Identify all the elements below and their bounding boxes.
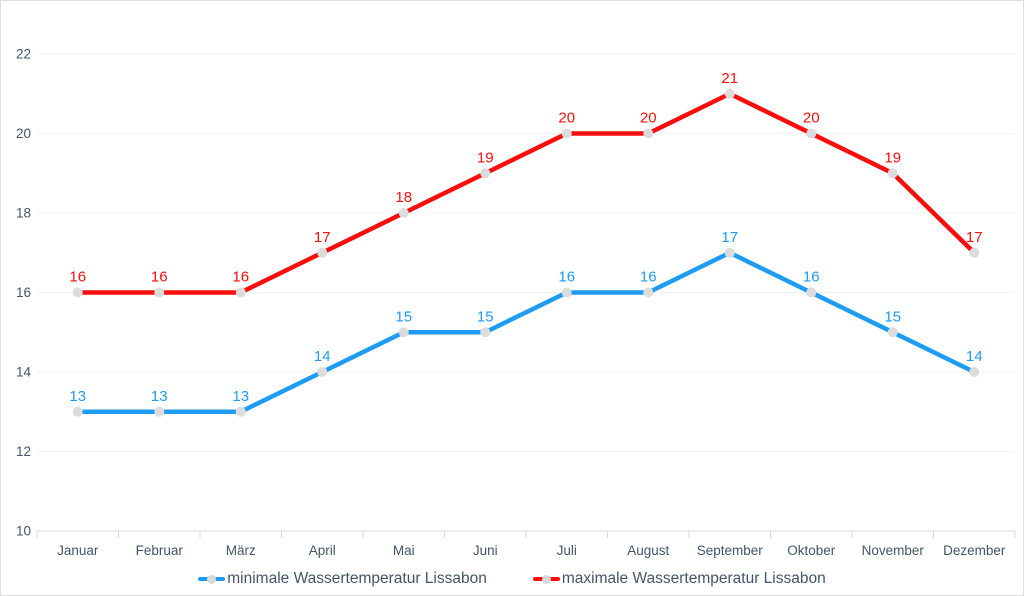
- x-tick-label: Mai: [393, 543, 415, 558]
- x-tick-label: Juni: [473, 543, 498, 558]
- legend-dot-min: [207, 574, 217, 584]
- data-point-marker: [724, 247, 735, 258]
- x-tick-label: August: [627, 543, 669, 558]
- data-point-label: 14: [314, 348, 331, 365]
- data-point-label: 17: [721, 229, 738, 246]
- data-point-marker: [806, 128, 817, 139]
- data-point-label: 19: [477, 149, 494, 166]
- data-point-label: 20: [558, 110, 575, 127]
- x-tick-label: April: [309, 543, 336, 558]
- data-point-label: 20: [803, 110, 820, 127]
- data-point-marker: [887, 327, 898, 338]
- data-point-label: 16: [640, 269, 657, 286]
- y-tick-label: 12: [16, 444, 31, 459]
- y-tick-label: 16: [16, 285, 31, 300]
- data-point-label: 16: [558, 269, 575, 286]
- data-point-marker: [969, 367, 980, 377]
- legend-marker-line-dot-icon: [532, 574, 560, 584]
- data-point-marker: [643, 287, 654, 298]
- y-tick-label: 22: [16, 47, 31, 62]
- legend-label-maximale: maximale Wassertemperatur Lissabon: [561, 570, 826, 587]
- data-point-marker: [561, 128, 572, 139]
- data-point-label: 16: [232, 269, 249, 286]
- x-tick-label: Oktober: [787, 543, 836, 558]
- data-point-label: 15: [884, 308, 901, 325]
- y-tick-label: 14: [16, 365, 32, 380]
- data-point-label: 16: [151, 269, 168, 286]
- data-point-marker: [561, 287, 572, 298]
- data-point-label: 13: [69, 388, 86, 405]
- series-line-0: [75, 250, 977, 414]
- data-point-marker: [398, 327, 409, 338]
- legend-marker-line-dot-icon: [198, 574, 226, 584]
- data-point-marker: [154, 287, 165, 298]
- data-point-marker: [317, 247, 328, 258]
- x-tick-label: November: [862, 543, 925, 558]
- data-point-label: 15: [395, 308, 412, 325]
- data-point-marker: [317, 367, 328, 377]
- data-point-marker: [154, 406, 165, 417]
- data-point-marker: [72, 287, 83, 298]
- legend-item-maximale[interactable]: maximale Wassertemperatur Lissabon: [532, 570, 826, 588]
- data-point-label: 20: [640, 110, 657, 127]
- legend-label-minimale: minimale Wassertemperatur Lissabon: [227, 570, 487, 587]
- data-point-label: 13: [151, 388, 168, 405]
- data-point-marker: [969, 247, 980, 258]
- x-tick-label: Dezember: [943, 543, 1006, 558]
- y-tick-label: 10: [16, 524, 31, 539]
- series-line-1: [75, 91, 977, 295]
- data-point-label: 19: [884, 149, 901, 166]
- x-tick-label: Januar: [57, 543, 99, 558]
- data-point-marker: [235, 406, 246, 417]
- x-tick-label: Februar: [136, 543, 184, 558]
- data-point-label: 13: [232, 388, 249, 405]
- data-point-label: 15: [477, 308, 494, 325]
- data-point-marker: [480, 168, 491, 179]
- legend-dot-max: [541, 574, 551, 584]
- data-point-label: 14: [966, 348, 983, 365]
- chart-legend: minimale Wassertemperatur Lissabon maxim…: [1, 566, 1023, 592]
- data-point-marker: [887, 168, 898, 179]
- data-point-marker: [235, 287, 246, 298]
- legend-item-minimale[interactable]: minimale Wassertemperatur Lissabon: [198, 570, 487, 588]
- data-point-label: 16: [69, 269, 86, 286]
- data-point-marker: [480, 327, 491, 338]
- data-point-label: 21: [721, 70, 738, 87]
- data-point-label: 16: [803, 269, 820, 286]
- data-point-marker: [398, 208, 409, 218]
- data-point-marker: [72, 406, 83, 417]
- data-point-label: 18: [395, 189, 412, 206]
- data-point-label: 17: [966, 229, 983, 246]
- x-tick-label: September: [697, 543, 764, 558]
- data-point-marker: [724, 88, 735, 99]
- x-tick-label: Juli: [557, 543, 577, 558]
- data-point-marker: [806, 287, 817, 298]
- y-tick-label: 18: [16, 206, 31, 221]
- data-point-marker: [643, 128, 654, 139]
- y-tick-label: 20: [16, 126, 31, 141]
- x-tick-label: März: [226, 543, 256, 558]
- data-point-label: 17: [314, 229, 331, 246]
